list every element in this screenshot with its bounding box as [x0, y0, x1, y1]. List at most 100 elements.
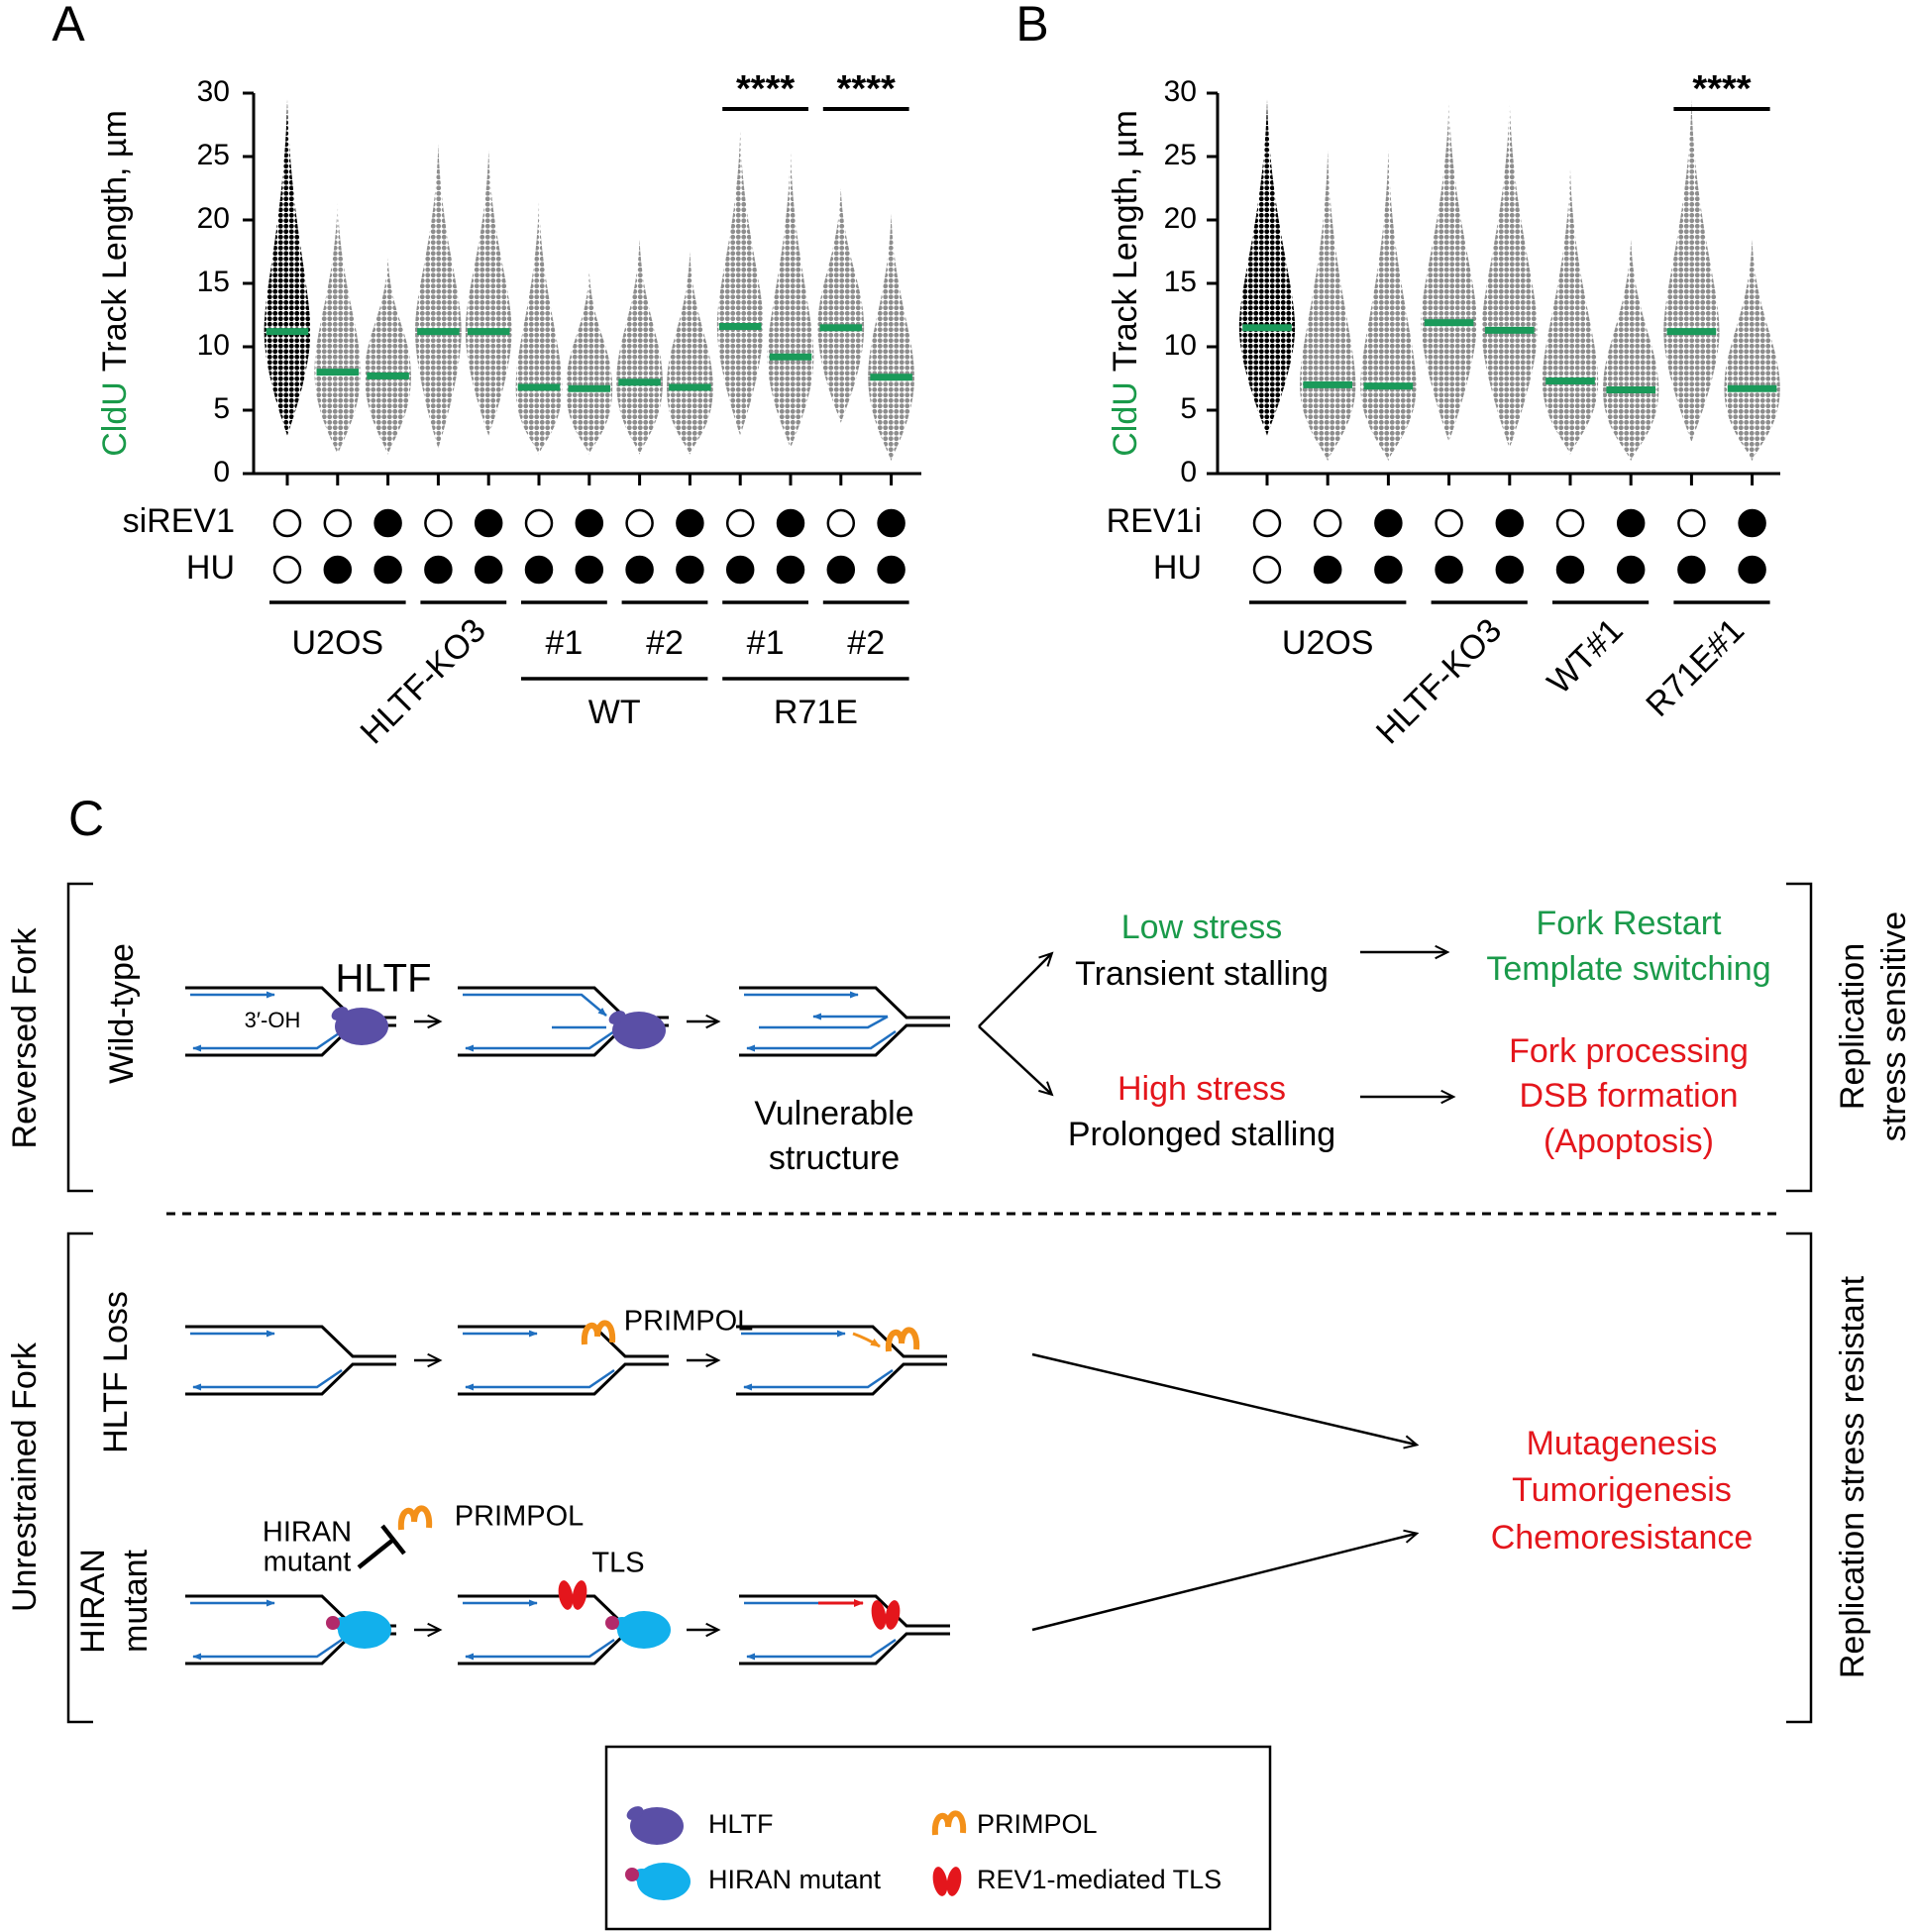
condition-symbol	[877, 508, 905, 538]
protein-label: PRIMPOL	[455, 1501, 585, 1533]
condition-symbol	[776, 555, 805, 585]
rev1-icon	[572, 1580, 587, 1610]
median-bar	[1242, 324, 1292, 332]
legend-box	[604, 1745, 1272, 1931]
hiran-icon	[637, 1863, 691, 1900]
protein-label: PRIMPOL	[624, 1306, 754, 1338]
y-tick-label: 20	[1164, 202, 1197, 235]
y-tick-label: 0	[213, 456, 230, 488]
condition-symbol	[474, 555, 503, 585]
strand	[465, 1638, 615, 1661]
rev1-icon	[932, 1867, 948, 1896]
condition-symbol	[1252, 508, 1282, 538]
stalling-label: Transient stalling	[1075, 955, 1329, 993]
condition-label: HU	[186, 549, 235, 587]
panel-label: B	[1015, 0, 1048, 52]
primpol-icon	[885, 1327, 920, 1352]
condition-symbol	[575, 508, 604, 538]
end-label: 3′-OH	[245, 1008, 301, 1032]
primpol-icon	[931, 1810, 967, 1836]
outcome-label: Tumorigenesis	[1512, 1471, 1732, 1509]
point-cloud	[1603, 239, 1659, 462]
point-cloud	[1724, 239, 1780, 462]
strand	[739, 986, 950, 1020]
condition-symbol	[625, 555, 654, 585]
strand	[736, 1362, 947, 1396]
hltf-icon	[335, 1008, 388, 1045]
side-label: stress sensitive	[1875, 912, 1913, 1141]
condition-symbol	[826, 555, 856, 585]
strand	[739, 1632, 950, 1665]
point-cloud	[415, 144, 462, 449]
y-axis-label-text: Track Length, µm	[96, 110, 134, 372]
outcome-label: Chemoresistance	[1491, 1519, 1754, 1556]
point-cloud	[716, 131, 764, 436]
median-bar	[367, 372, 409, 379]
point-cloud	[465, 150, 512, 436]
condition-symbol	[1252, 555, 1282, 585]
y-axis-label-text: Track Length, µm	[1107, 110, 1144, 372]
condition-symbol	[1616, 508, 1646, 538]
mutant-label: HIRAN	[263, 1517, 352, 1549]
condition-symbol	[826, 508, 856, 538]
condition-symbol	[625, 508, 654, 538]
strand	[739, 1594, 950, 1628]
point-cloud	[365, 258, 411, 455]
hiran-icon	[617, 1611, 671, 1649]
strand	[852, 1332, 881, 1348]
group-label: U2OS	[1282, 624, 1374, 662]
strand	[759, 1015, 889, 1029]
y-tick-label: 25	[1164, 139, 1197, 171]
y-tick-label: 20	[197, 202, 230, 235]
strand	[185, 1325, 396, 1358]
point-cloud	[868, 213, 914, 462]
group-label: #2	[847, 624, 885, 662]
condition-symbol	[575, 555, 604, 585]
median-bar	[1666, 328, 1717, 336]
mutation-mark	[326, 1616, 340, 1630]
condition-symbol	[524, 508, 554, 538]
side-label: Replication	[1834, 943, 1871, 1110]
strand	[185, 1362, 396, 1396]
point-cloud	[566, 270, 613, 455]
condition-symbol	[424, 555, 453, 585]
structure-label: structure	[769, 1139, 900, 1177]
median-bar	[1363, 382, 1414, 390]
stalling-label: Prolonged stalling	[1068, 1116, 1335, 1153]
hltf-icon	[630, 1807, 684, 1845]
strand	[192, 1638, 343, 1661]
row-label: mutant	[117, 1549, 155, 1652]
condition-symbol	[1313, 555, 1342, 585]
y-tick-label: 30	[197, 75, 230, 108]
condition-symbol	[1435, 555, 1463, 585]
condition-symbol	[373, 555, 402, 585]
condition-symbol	[524, 555, 554, 585]
group-label: U2OS	[292, 624, 384, 662]
median-bar	[769, 353, 812, 361]
hiran-icon	[338, 1611, 391, 1649]
outcome-label: Template switching	[1486, 950, 1770, 988]
outcome-label: Fork processing	[1509, 1032, 1749, 1070]
group-label: WT#1	[1541, 611, 1631, 701]
point-cloud	[314, 200, 362, 455]
bracket	[66, 882, 93, 1193]
strand	[743, 1368, 894, 1391]
median-bar	[718, 323, 762, 331]
median-bar	[266, 328, 309, 336]
panel-label: C	[68, 791, 104, 846]
condition-symbol	[272, 555, 302, 585]
condition-symbol	[1313, 508, 1342, 538]
point-cloud	[1542, 168, 1599, 455]
super-group-label: WT	[588, 694, 641, 731]
condition-label: siREV1	[123, 502, 235, 540]
median-bar	[1484, 326, 1535, 334]
condition-symbol	[1495, 555, 1525, 585]
point-cloud	[616, 239, 663, 455]
bracket	[1786, 882, 1813, 1193]
condition-symbol	[1495, 508, 1525, 538]
point-cloud	[1663, 99, 1720, 443]
stress-label: High stress	[1118, 1070, 1286, 1108]
row-label: Wild-type	[103, 943, 141, 1084]
group-label: #2	[646, 624, 684, 662]
condition-symbol	[373, 508, 402, 538]
